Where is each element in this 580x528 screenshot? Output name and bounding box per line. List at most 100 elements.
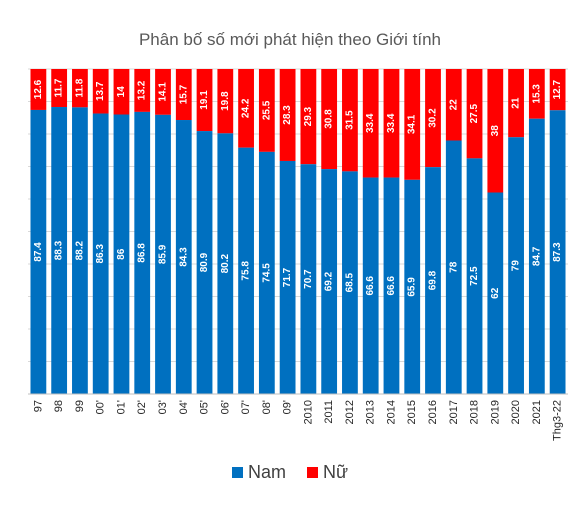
bar-nam-21	[466, 158, 483, 394]
data-label-nam-13: 70.7	[303, 269, 314, 289]
data-label-nu-23: 21	[511, 97, 522, 109]
bar-nam-20	[445, 140, 462, 394]
data-label-nam-1: 88.3	[54, 240, 65, 260]
bar-nu-25	[549, 69, 566, 111]
data-label-nam-21: 72.5	[469, 266, 480, 286]
bar-nu-11	[258, 69, 275, 152]
bar-nam-2	[72, 107, 88, 394]
x-tick-label-17: 2014	[385, 400, 397, 424]
data-label-nam-19: 69.8	[428, 270, 439, 290]
bar-nu-16	[362, 69, 379, 178]
x-tick-label-8: 05'	[199, 400, 211, 414]
x-tick-label-3: 00'	[95, 400, 107, 414]
data-label-nam-9: 80.2	[220, 254, 231, 274]
data-label-nam-6: 85.9	[158, 244, 169, 264]
bar-nam-12	[279, 160, 296, 394]
bar-nam-18	[404, 179, 421, 394]
bar-nu-13	[300, 69, 317, 165]
bar-nu-22	[487, 69, 504, 193]
chart-title: Phân bố số mới phát hiện theo Giới tính	[138, 30, 442, 49]
x-tick-label-2: 99	[74, 400, 86, 412]
legend-label-nu: Nữ	[322, 462, 349, 482]
bar-nu-23	[508, 69, 524, 138]
bar-nu-19	[425, 69, 441, 168]
data-label-nu-6: 14.1	[158, 82, 169, 102]
x-tick-label-21: 2018	[469, 400, 481, 424]
x-tick-label-5: 02'	[136, 400, 148, 414]
bar-nu-21	[466, 69, 483, 159]
data-label-nu-4: 14	[116, 86, 127, 98]
x-tick-label-9: 06'	[219, 400, 231, 414]
bar-nu-1	[51, 69, 68, 108]
data-label-nu-11: 25.5	[261, 100, 272, 120]
legend-swatch-nu	[306, 467, 318, 478]
x-tick-label-13: 2010	[302, 400, 314, 424]
bar-nu-18	[404, 69, 421, 180]
data-label-nam-23: 79	[511, 260, 522, 272]
bar-nam-22	[487, 192, 504, 394]
data-label-nu-24: 15.3	[531, 84, 542, 104]
legend-item-nu: Nữ	[306, 462, 349, 483]
data-label-nam-10: 75.8	[241, 261, 252, 281]
bar-nu-2	[72, 69, 88, 108]
bar-nu-20	[445, 69, 462, 141]
data-label-nu-15: 31.5	[344, 110, 355, 130]
bar-nam-16	[362, 177, 379, 394]
data-label-nu-19: 30.2	[428, 108, 439, 128]
data-label-nu-14: 30.8	[324, 109, 335, 129]
data-label-nu-8: 19.1	[199, 90, 210, 110]
data-label-nam-16: 66.6	[365, 276, 376, 296]
bar-nam-11	[258, 151, 275, 394]
bar-nam-23	[508, 137, 524, 394]
bar-nu-8	[196, 69, 213, 132]
data-label-nam-5: 86.8	[137, 243, 148, 263]
data-label-nu-13: 29.3	[303, 106, 314, 126]
bar-nu-9	[217, 69, 234, 134]
data-label-nu-5: 13.2	[137, 80, 148, 100]
data-label-nam-17: 66.6	[386, 276, 397, 296]
data-label-nu-22: 38	[490, 125, 501, 137]
bar-nam-5	[134, 111, 151, 395]
bar-nam-3	[92, 113, 109, 395]
x-tick-label-18: 2015	[406, 400, 418, 424]
legend-item-nam: Nam	[231, 462, 286, 483]
x-tick-label-1: 98	[53, 400, 65, 412]
bar-nam-25	[549, 110, 566, 395]
legend-swatch-nam	[231, 467, 243, 478]
x-tick-label-20: 2017	[448, 400, 460, 424]
data-label-nam-18: 65.9	[407, 277, 418, 297]
x-tick-label-25: Thg3-22	[552, 400, 564, 441]
data-label-nu-9: 19.8	[220, 91, 231, 111]
bar-nam-7	[175, 120, 192, 395]
data-label-nu-17: 33.4	[386, 113, 397, 133]
bar-nu-15	[342, 69, 358, 172]
bar-nam-13	[300, 164, 317, 394]
bar-nu-17	[383, 69, 400, 178]
bar-nu-3	[92, 69, 109, 114]
x-tick-label-16: 2013	[365, 400, 377, 424]
data-label-nu-16: 33.4	[365, 113, 376, 133]
x-tick-label-24: 2021	[531, 400, 543, 424]
data-label-nam-12: 71.7	[282, 267, 293, 287]
bar-nam-17	[383, 177, 400, 394]
bar-nam-4	[113, 114, 130, 394]
x-tick-label-11: 08'	[261, 400, 273, 414]
x-tick-label-10: 07'	[240, 400, 252, 414]
data-label-nu-20: 22	[448, 99, 459, 111]
data-label-nu-3: 13.7	[95, 81, 106, 101]
bar-nam-8	[196, 131, 213, 394]
bar-nu-12	[279, 69, 296, 161]
data-label-nam-2: 88.2	[74, 241, 85, 261]
x-tick-label-0: 97	[32, 400, 44, 412]
data-label-nam-4: 86	[116, 248, 127, 260]
x-tick-label-7: 04'	[178, 400, 190, 414]
bar-nu-14	[321, 69, 338, 170]
bar-nu-7	[175, 69, 192, 121]
data-label-nam-3: 86.3	[95, 244, 106, 264]
bar-nu-0	[30, 69, 47, 110]
data-label-nam-0: 87.4	[33, 242, 44, 262]
data-label-nu-10: 24.2	[241, 98, 252, 118]
data-label-nu-21: 27.5	[469, 104, 480, 124]
data-label-nu-0: 12.6	[33, 79, 44, 99]
